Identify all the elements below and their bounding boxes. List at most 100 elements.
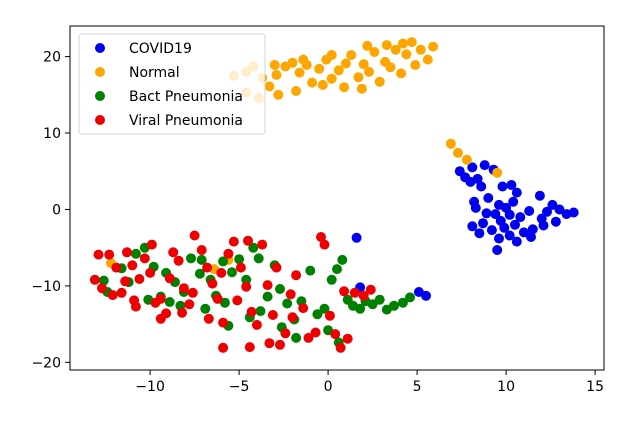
scatter-point: [524, 206, 535, 216]
scatter-point: [291, 270, 302, 281]
scatter-point: [264, 338, 275, 349]
scatter-point: [319, 239, 330, 250]
scatter-point: [550, 216, 561, 227]
scatter-point: [506, 180, 517, 190]
scatter-point: [269, 60, 280, 70]
scatter-point: [508, 196, 519, 207]
scatter-point: [285, 289, 296, 300]
scatter-point: [362, 40, 373, 51]
scatter-point: [340, 58, 351, 69]
legend-items: COVID19 Normal Bact Pneumonia Viral Pneumon…: [95, 41, 243, 129]
scatter-point: [356, 83, 367, 94]
scatter-point: [134, 274, 145, 284]
scatter-point: [453, 147, 463, 158]
scatter-point: [130, 301, 141, 312]
scatter-point: [227, 267, 237, 278]
scatter-point: [527, 224, 538, 235]
scatter-point: [177, 307, 188, 318]
scatter-point: [554, 204, 565, 215]
scatter-point: [243, 235, 253, 246]
scatter-point: [538, 220, 549, 231]
scatter-point: [255, 306, 266, 317]
scatter-point: [406, 37, 417, 48]
scatter-point: [355, 303, 366, 314]
scatter-point: [353, 72, 364, 83]
series-covid19: [351, 160, 579, 301]
scatter-point: [568, 207, 579, 218]
scatter-point: [481, 208, 492, 219]
scatter-point: [262, 291, 273, 302]
scatter-point: [275, 339, 285, 350]
legend-label: Normal: [129, 65, 180, 81]
scatter-point: [445, 138, 456, 149]
x-tick-label: −5: [229, 379, 250, 395]
scatter-point: [111, 262, 122, 273]
scatter-point: [510, 219, 520, 230]
scatter-point: [324, 310, 335, 321]
scatter-point: [314, 63, 325, 74]
legend-label: Viral Pneumonia: [129, 113, 243, 129]
scatter-point: [273, 89, 284, 100]
scatter-point: [428, 41, 439, 52]
scatter-point: [155, 293, 166, 304]
scatter-point: [262, 280, 273, 291]
scatter-point: [479, 160, 490, 171]
scatter-point: [203, 313, 214, 324]
scatter-point: [483, 193, 494, 203]
scatter-point: [364, 66, 374, 77]
scatter-point: [422, 54, 433, 65]
scatter-point: [467, 221, 478, 232]
scatter-point: [294, 67, 305, 78]
scatter-point: [248, 242, 259, 253]
scatter-point: [511, 236, 522, 247]
legend: COVID19 Normal Bact Pneumonia Viral Pneumon…: [78, 33, 266, 135]
scatter-point: [187, 287, 198, 298]
legend-label: COVID19: [129, 41, 192, 57]
scatter-point: [518, 227, 529, 238]
scatter-point: [246, 306, 257, 317]
scatter-point: [186, 253, 196, 264]
scatter-point: [291, 332, 302, 343]
scatter-point: [234, 254, 245, 265]
scatter-point: [189, 230, 200, 241]
plot-area-frame: [69, 25, 605, 371]
scatter-point: [271, 69, 282, 80]
scatter-point: [326, 73, 337, 84]
points-layer: [89, 37, 579, 353]
scatter-point: [396, 68, 407, 79]
scatter-point: [241, 274, 252, 285]
scatter-point: [326, 274, 337, 285]
scatter-point: [298, 303, 309, 314]
scatter-point: [223, 248, 234, 259]
scatter-point: [333, 65, 344, 76]
scatter-point: [282, 298, 293, 309]
scatter-point: [474, 228, 485, 239]
scatter-point: [470, 202, 481, 213]
scatter-point: [97, 283, 107, 294]
scatter-point: [89, 274, 100, 285]
series-viral-pneumonia: [89, 230, 376, 353]
y-tick-label: −10: [31, 279, 61, 295]
scatter-point: [390, 44, 401, 55]
scatter-point: [415, 44, 426, 55]
y-tick-label: −20: [31, 355, 61, 371]
legend-marker: [95, 67, 105, 77]
scatter-point: [335, 342, 346, 353]
scatter-point: [98, 275, 109, 286]
scatter-point: [461, 154, 472, 165]
scatter-point: [161, 308, 172, 319]
scatter-point: [130, 248, 141, 259]
scatter-point: [164, 273, 175, 284]
scatter-point: [232, 295, 243, 306]
scatter-point: [287, 312, 298, 323]
x-tick-label: 5: [413, 379, 422, 395]
scatter-point: [504, 209, 515, 220]
scatter-point: [196, 245, 207, 255]
legend-marker: [95, 43, 105, 53]
scatter-point: [93, 249, 104, 260]
scatter-point: [504, 230, 515, 241]
scatter-point: [146, 239, 157, 250]
scatter-point: [139, 253, 150, 264]
scatter-point: [107, 290, 118, 301]
scatter-point: [332, 264, 342, 275]
